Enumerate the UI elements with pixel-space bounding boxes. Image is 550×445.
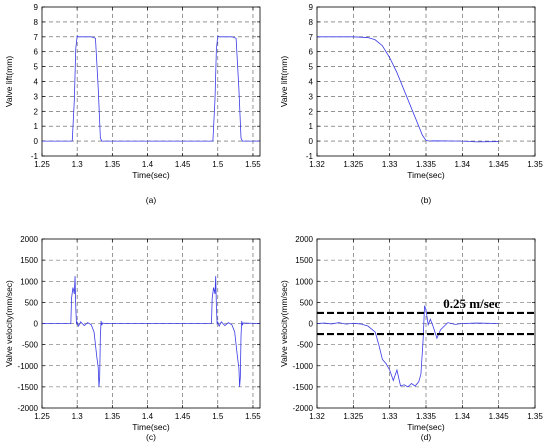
- y-tick-label: 9: [309, 3, 314, 12]
- x-tick-label: 1.32: [309, 412, 325, 421]
- x-axis-label: Time(sec): [407, 422, 445, 432]
- x-tick-label: 1.4: [142, 412, 154, 421]
- y-tick-label: 1500: [20, 256, 38, 265]
- y-tick-label: 500: [25, 298, 39, 307]
- x-tick-label: 1.45: [175, 160, 191, 169]
- y-tick-label: 3: [309, 92, 314, 101]
- x-axis-label: Time(sec): [407, 170, 445, 180]
- annotation-label: 0.25 m/sec: [443, 296, 500, 311]
- y-tick-label: 9: [34, 3, 39, 12]
- panel-caption: (d): [421, 432, 432, 442]
- y-axis-label: Valve lift(mm): [279, 56, 289, 107]
- y-tick-label: 8: [309, 18, 314, 27]
- chart-a: 1.25 1.3 1.35 1.4 1.45 1.5 1.55 -1 0 1 2 3 4 5 6 7 8 9 Tim…: [4, 3, 261, 205]
- x-tick-label: 1.35: [105, 412, 121, 421]
- y-tick-label: 1: [309, 122, 314, 131]
- y-tick-label: 6: [34, 48, 39, 57]
- x-axis-label: Time(sec): [132, 170, 170, 180]
- x-axis-label: Time(sec): [132, 422, 170, 432]
- x-tick-label: 1.33: [382, 412, 398, 421]
- x-tick-label: 1.3: [72, 412, 84, 421]
- series-line-d: [317, 305, 499, 388]
- chart-c: 1.25 1.3 1.35 1.4 1.45 1.5 1.55 -2000 -1500 -1000…: [4, 235, 261, 442]
- y-tick-label: -1: [306, 152, 314, 161]
- series-line-b: [317, 36, 499, 143]
- y-tick-label: 1500: [295, 256, 313, 265]
- x-tick-label: 1.3: [72, 160, 84, 169]
- y-tick-label: 6: [309, 48, 314, 57]
- y-tick-label: 500: [300, 298, 314, 307]
- y-axis-label: Valve lift(mm): [4, 56, 14, 107]
- y-tick-label: -2000: [293, 404, 314, 413]
- x-tick-label: 1.45: [175, 412, 191, 421]
- x-tick-label: 1.5: [212, 160, 224, 169]
- y-tick-label: -500: [22, 341, 39, 350]
- y-tick-label: -1000: [18, 362, 39, 371]
- y-axis-label: Valve velocity(mm/sec): [4, 280, 14, 367]
- x-tick-label: 1.25: [34, 160, 50, 169]
- x-tick-label: 1.325: [343, 160, 364, 169]
- plot-frame: [316, 6, 536, 157]
- x-tick-label: 1.33: [382, 160, 398, 169]
- panel-caption: (c): [146, 432, 156, 442]
- y-tick-label: 0: [34, 320, 39, 329]
- y-tick-label: 2: [34, 107, 39, 116]
- x-tick-label: 1.345: [489, 412, 510, 421]
- y-tick-label: 2000: [20, 235, 38, 244]
- x-tick-label: 1.35: [527, 412, 543, 421]
- y-tick-label: 0: [34, 137, 39, 146]
- y-tick-label: -2000: [18, 404, 39, 413]
- plot-frame: [41, 238, 261, 409]
- x-tick-label: 1.34: [455, 412, 471, 421]
- y-tick-label: -1500: [18, 383, 39, 392]
- y-tick-label: 0: [309, 137, 314, 146]
- x-tick-label: 1.5: [212, 412, 224, 421]
- y-tick-label: 0: [309, 320, 314, 329]
- series-line-c: [42, 276, 260, 387]
- x-tick-label: 1.35: [105, 160, 121, 169]
- x-tick-label: 1.325: [343, 412, 364, 421]
- chart-b: 1.32 1.325 1.33 1.335 1.34 1.345 1.35 -1 0 1 2 3 4 5 6…: [279, 3, 543, 205]
- x-tick-label: 1.335: [416, 412, 437, 421]
- y-tick-label: 3: [34, 92, 39, 101]
- x-tick-label: 1.55: [245, 412, 261, 421]
- y-tick-label: 8: [34, 18, 39, 27]
- y-tick-label: 7: [34, 33, 39, 42]
- panel-caption: (b): [421, 195, 432, 205]
- x-tick-label: 1.335: [416, 160, 437, 169]
- panel-caption: (a): [146, 195, 157, 205]
- y-tick-label: 5: [309, 63, 314, 72]
- y-tick-label: -1000: [293, 362, 314, 371]
- plot-frame: [41, 6, 261, 157]
- y-tick-label: -500: [297, 341, 314, 350]
- y-tick-label: 4: [34, 78, 39, 87]
- x-tick-label: 1.35: [527, 160, 543, 169]
- y-tick-label: -1: [31, 152, 39, 161]
- x-tick-label: 1.25: [34, 412, 50, 421]
- y-tick-label: 1: [34, 122, 39, 131]
- x-tick-label: 1.4: [142, 160, 154, 169]
- chart-d: 1.32 1.325 1.33 1.335 1.34 1.345 1.35 -2000 -150…: [279, 235, 543, 442]
- y-tick-label: 1000: [20, 277, 38, 286]
- y-tick-label: 7: [309, 33, 314, 42]
- y-tick-label: 4: [309, 78, 314, 87]
- y-tick-label: 2: [309, 107, 314, 116]
- y-tick-label: 2000: [295, 235, 313, 244]
- y-axis-label: Valve velocity(mm/sec): [279, 280, 289, 367]
- x-tick-label: 1.32: [309, 160, 325, 169]
- x-tick-label: 1.34: [455, 160, 471, 169]
- y-tick-label: 1000: [295, 277, 313, 286]
- y-tick-label: 5: [34, 63, 39, 72]
- x-tick-label: 1.345: [489, 160, 510, 169]
- plot-frame: [316, 238, 536, 409]
- y-tick-label: -1500: [293, 383, 314, 392]
- series-line-a: [42, 35, 260, 142]
- x-tick-label: 1.55: [245, 160, 261, 169]
